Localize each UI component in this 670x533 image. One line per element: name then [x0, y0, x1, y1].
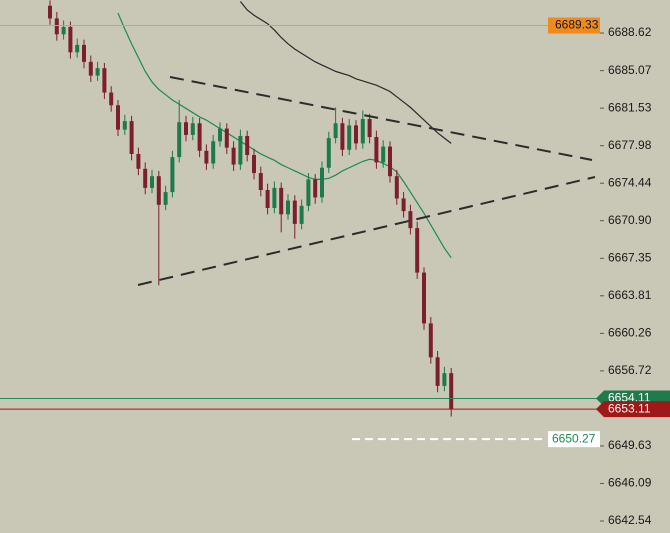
candle-body — [347, 125, 352, 150]
candle-body — [218, 128, 222, 142]
candle-body — [306, 179, 311, 206]
y-tick-label: 6677.98 — [608, 138, 652, 152]
candle-body — [442, 373, 447, 386]
candle-body — [197, 123, 202, 151]
candle-body — [381, 146, 386, 163]
candle-body — [48, 5, 52, 19]
candle-body — [292, 200, 297, 224]
candle-body — [184, 122, 188, 135]
candle-body — [61, 26, 66, 35]
candle-body — [211, 141, 216, 164]
candle-body — [129, 121, 134, 154]
candle-body — [367, 119, 372, 138]
candle-body — [449, 373, 454, 410]
y-tick-label: 6688.62 — [608, 25, 652, 39]
price-label-box — [548, 17, 600, 34]
candle-body — [394, 176, 399, 199]
candle-body — [435, 357, 440, 386]
candle-body — [116, 105, 120, 130]
y-tick-label: 6667.35 — [608, 250, 652, 264]
candle-body — [68, 26, 73, 53]
candle-body — [122, 121, 127, 130]
candle-body — [75, 44, 80, 53]
candle-body — [388, 146, 392, 177]
candle-body — [422, 272, 426, 324]
candle-body — [109, 92, 114, 106]
y-tick-label: 6649.63 — [608, 438, 652, 452]
candle-body — [88, 61, 93, 76]
candle-body — [102, 68, 107, 93]
candle-body — [95, 68, 100, 76]
candle-body — [224, 128, 229, 148]
candle-body — [136, 153, 141, 169]
candle-body — [163, 192, 168, 205]
candle-body — [54, 18, 59, 35]
candle-body — [360, 119, 365, 144]
candle-body — [150, 176, 154, 188]
candle-body — [408, 211, 413, 229]
candle-body — [204, 150, 209, 164]
candle-body — [415, 228, 420, 273]
candle-body — [245, 135, 250, 156]
candle-body — [258, 173, 263, 190]
y-tick-label: 6642.54 — [608, 513, 652, 527]
candle-body — [333, 123, 338, 139]
y-tick-label: 6674.44 — [608, 175, 652, 189]
candle-body — [190, 123, 195, 135]
moving-average — [117, 12, 452, 259]
candle-body — [170, 157, 175, 193]
trendline-upper — [169, 76, 593, 161]
candle-body — [340, 123, 345, 150]
y-tick-label: 6670.90 — [608, 213, 652, 227]
trendline-lower — [137, 176, 596, 286]
candle-body — [326, 138, 331, 168]
candle-body — [252, 155, 256, 174]
price-label-box — [548, 431, 600, 448]
candle-body — [401, 198, 406, 212]
candle-body — [272, 187, 277, 208]
moving-average — [239, 1, 452, 144]
price-label-box — [596, 401, 670, 418]
candle-body — [143, 168, 148, 188]
candle-body — [238, 135, 243, 165]
candle-body — [374, 137, 379, 163]
candle-body — [279, 187, 284, 215]
price-label: 6653.11 — [608, 401, 651, 415]
price-label: 6650.27 — [552, 431, 596, 445]
candle-body — [428, 323, 433, 358]
candle-body — [313, 179, 318, 198]
y-tick-label: 6660.26 — [608, 326, 652, 340]
price-label: 6689.33 — [555, 18, 599, 32]
y-tick-label: 6685.07 — [608, 63, 652, 77]
candle-body — [156, 176, 161, 205]
y-tick-label: 6646.09 — [608, 476, 652, 490]
candle-body — [265, 189, 270, 208]
candle-body — [82, 44, 86, 62]
y-tick-label: 6656.72 — [608, 363, 652, 377]
candle-body — [231, 147, 236, 165]
candle-body — [299, 205, 304, 224]
candle-body — [354, 125, 358, 144]
y-tick-label: 6681.53 — [608, 100, 652, 114]
candle-body — [286, 200, 290, 215]
y-tick-label: 6663.81 — [608, 288, 652, 302]
candle-body — [320, 167, 324, 198]
candle-body — [177, 122, 182, 158]
